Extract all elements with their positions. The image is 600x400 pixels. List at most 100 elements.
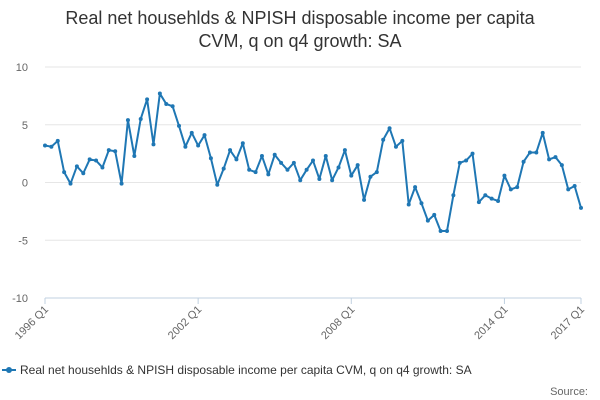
data-point[interactable]: [566, 187, 571, 192]
data-point[interactable]: [355, 163, 360, 168]
data-point[interactable]: [285, 167, 290, 172]
data-point[interactable]: [438, 229, 443, 234]
data-point[interactable]: [215, 182, 220, 187]
data-point[interactable]: [311, 158, 315, 163]
data-point[interactable]: [393, 144, 398, 149]
data-point[interactable]: [368, 174, 373, 179]
data-point[interactable]: [349, 173, 354, 178]
data-point[interactable]: [508, 187, 513, 192]
data-point[interactable]: [515, 185, 520, 190]
y-tick-label: -5: [18, 235, 28, 247]
data-point[interactable]: [100, 165, 105, 170]
data-point[interactable]: [470, 151, 475, 156]
data-point[interactable]: [317, 177, 322, 182]
data-point[interactable]: [521, 159, 526, 164]
data-point[interactable]: [132, 153, 137, 158]
data-point[interactable]: [559, 163, 564, 168]
data-point[interactable]: [272, 152, 277, 157]
x-tick-label: 2017 Q1: [549, 304, 587, 342]
data-point[interactable]: [502, 173, 507, 178]
data-point[interactable]: [400, 138, 405, 143]
data-point[interactable]: [157, 91, 162, 96]
data-point[interactable]: [457, 160, 462, 165]
data-point[interactable]: [55, 138, 60, 143]
data-point[interactable]: [228, 148, 233, 153]
data-point[interactable]: [177, 123, 181, 128]
data-point[interactable]: [74, 164, 79, 169]
data-point[interactable]: [336, 165, 341, 170]
data-point[interactable]: [138, 116, 143, 121]
chart-legend[interactable]: Real net househlds & NPISH disposable in…: [2, 363, 472, 377]
data-point[interactable]: [279, 160, 284, 165]
data-point[interactable]: [451, 193, 456, 198]
data-point[interactable]: [540, 130, 545, 135]
data-point[interactable]: [266, 172, 271, 177]
data-point[interactable]: [196, 143, 201, 148]
data-point[interactable]: [247, 167, 252, 172]
data-point[interactable]: [304, 167, 309, 172]
data-point[interactable]: [413, 185, 418, 190]
data-point[interactable]: [534, 150, 539, 155]
data-point[interactable]: [94, 158, 99, 163]
x-tick-label: 2008 Q1: [319, 304, 357, 342]
data-point[interactable]: [221, 166, 226, 171]
data-point[interactable]: [62, 170, 67, 175]
data-point[interactable]: [49, 144, 54, 149]
data-point[interactable]: [330, 178, 335, 183]
data-point[interactable]: [572, 183, 577, 188]
data-point[interactable]: [432, 212, 437, 217]
data-point[interactable]: [445, 229, 449, 234]
data-point[interactable]: [547, 157, 552, 162]
x-tick-label: 2002 Q1: [166, 304, 204, 342]
data-point[interactable]: [362, 197, 367, 202]
data-point[interactable]: [43, 143, 47, 148]
x-tick-label: 1996 Q1: [13, 304, 51, 342]
data-point[interactable]: [68, 181, 73, 186]
y-tick-label: 5: [22, 120, 28, 132]
data-point[interactable]: [119, 181, 124, 186]
data-point[interactable]: [464, 158, 469, 163]
chart-title-line: CVM, q on q4 growth: SA: [198, 31, 401, 51]
data-point[interactable]: [145, 97, 150, 102]
data-point[interactable]: [208, 156, 213, 161]
data-point[interactable]: [183, 144, 188, 149]
data-point[interactable]: [483, 193, 488, 198]
data-point[interactable]: [81, 171, 86, 176]
data-point[interactable]: [151, 142, 156, 147]
data-point[interactable]: [489, 196, 494, 201]
x-tick-label: 2014 Q1: [472, 304, 510, 342]
data-point[interactable]: [164, 101, 169, 106]
data-point[interactable]: [170, 104, 175, 109]
data-point[interactable]: [298, 178, 303, 183]
chart-series: [43, 91, 583, 234]
data-point[interactable]: [291, 160, 296, 165]
data-point[interactable]: [253, 170, 258, 175]
data-point[interactable]: [87, 157, 92, 162]
data-point[interactable]: [106, 148, 111, 153]
data-point[interactable]: [342, 148, 347, 153]
chart-title: Real net househlds & NPISH disposable in…: [65, 8, 535, 51]
data-point[interactable]: [381, 137, 386, 142]
y-tick-label: 0: [22, 178, 28, 190]
data-point[interactable]: [425, 218, 430, 223]
data-point[interactable]: [527, 150, 532, 155]
data-point[interactable]: [579, 205, 583, 210]
data-point[interactable]: [406, 202, 411, 207]
data-point[interactable]: [419, 201, 424, 206]
data-point[interactable]: [553, 155, 558, 160]
data-point[interactable]: [476, 200, 481, 205]
data-point[interactable]: [234, 157, 239, 162]
data-point[interactable]: [259, 153, 264, 158]
data-point[interactable]: [387, 126, 392, 131]
data-point[interactable]: [240, 141, 245, 146]
data-point[interactable]: [189, 130, 194, 135]
data-point[interactable]: [496, 198, 501, 203]
data-point[interactable]: [125, 118, 130, 123]
data-point[interactable]: [113, 149, 118, 154]
data-point[interactable]: [323, 153, 328, 158]
legend-label[interactable]: Real net househlds & NPISH disposable in…: [20, 363, 472, 377]
source-label: Source:: [550, 386, 588, 398]
data-point[interactable]: [202, 133, 207, 138]
data-point[interactable]: [374, 170, 379, 175]
